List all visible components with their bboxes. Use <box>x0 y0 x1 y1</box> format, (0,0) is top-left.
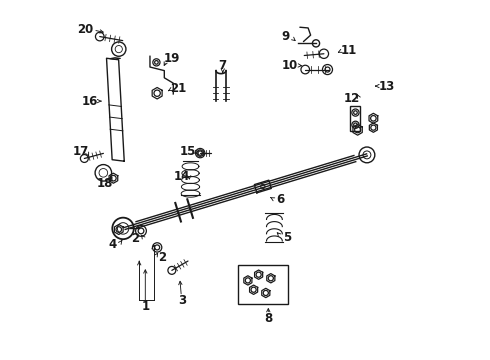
Text: 17: 17 <box>73 145 89 158</box>
Text: 6: 6 <box>277 193 285 206</box>
Text: 10: 10 <box>282 59 298 72</box>
Text: 15: 15 <box>179 145 196 158</box>
Text: 19: 19 <box>163 51 180 64</box>
Text: 5: 5 <box>283 231 292 244</box>
Text: 16: 16 <box>82 95 98 108</box>
Text: 9: 9 <box>281 30 289 43</box>
Text: 14: 14 <box>174 170 191 183</box>
Bar <box>238 265 288 304</box>
Text: 2: 2 <box>158 251 166 264</box>
Text: 4: 4 <box>109 238 117 251</box>
Text: 13: 13 <box>379 80 395 93</box>
Text: 21: 21 <box>171 82 187 95</box>
Text: 2: 2 <box>131 231 140 244</box>
Text: 12: 12 <box>344 92 360 105</box>
Text: 11: 11 <box>341 44 357 57</box>
Text: 7: 7 <box>219 59 227 72</box>
Text: 18: 18 <box>96 177 113 190</box>
Text: 3: 3 <box>178 294 186 307</box>
Text: 1: 1 <box>141 300 149 313</box>
Bar <box>350 106 361 131</box>
Text: 8: 8 <box>264 311 272 325</box>
Text: 20: 20 <box>77 23 94 36</box>
